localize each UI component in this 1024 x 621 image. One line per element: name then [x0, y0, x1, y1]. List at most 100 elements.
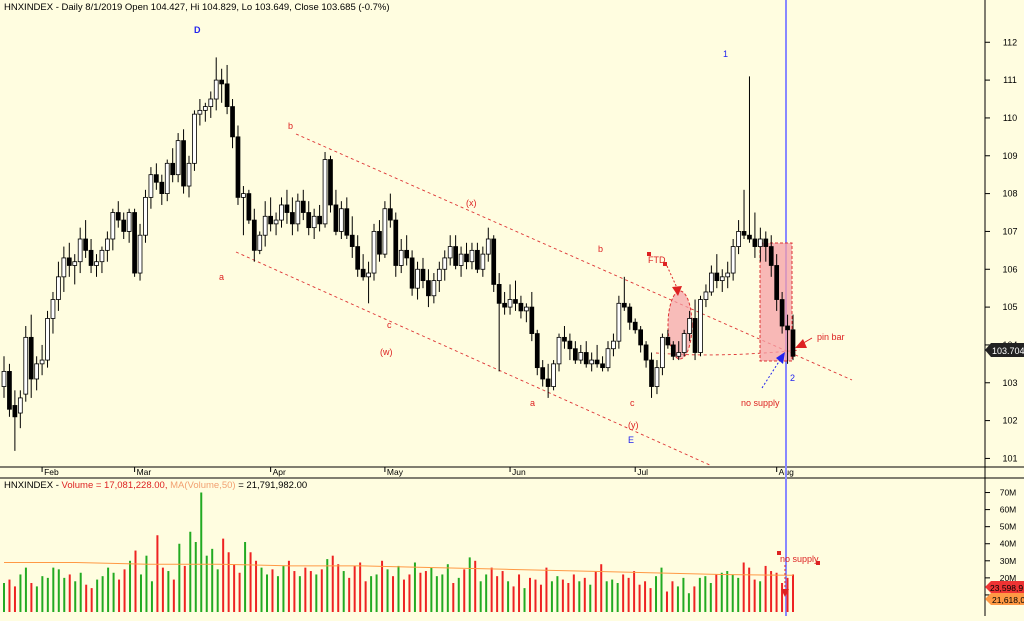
candle	[496, 273, 502, 372]
candle-body-up	[719, 276, 725, 282]
candle-body-up	[431, 280, 437, 297]
candle-body-down	[496, 283, 502, 304]
candle-body-up	[681, 333, 687, 353]
candle	[572, 341, 578, 364]
candle-body-down	[643, 344, 649, 361]
price-tick-label: 103	[1002, 378, 1017, 388]
candle	[110, 208, 116, 251]
candle	[317, 204, 322, 232]
candle	[322, 151, 328, 228]
candle	[83, 220, 88, 258]
candle	[719, 269, 725, 292]
candle-body-down	[83, 238, 88, 251]
candle	[768, 235, 774, 277]
pin-bar-arrow-head	[795, 339, 807, 348]
volume-tick-label: 60M	[1000, 505, 1017, 515]
candle	[208, 91, 214, 118]
candle	[262, 201, 268, 247]
candle	[654, 360, 660, 395]
price-tick-label: 108	[1002, 189, 1017, 199]
candle	[257, 231, 263, 255]
candle-body-down	[502, 302, 507, 308]
candle-body-up	[676, 352, 682, 357]
wave-annotations: D a b (x) c (w) b a c (y) E FTD 1 2 pin …	[194, 25, 845, 445]
candle-body-up	[436, 268, 442, 282]
wave-label-b1: b	[288, 121, 293, 131]
last-price-badge: 103.704	[985, 343, 1024, 357]
candle-body-up	[197, 109, 203, 115]
candle-body-down	[28, 336, 34, 380]
candle	[295, 193, 301, 232]
candle-body-down	[328, 159, 333, 206]
candle-body-down	[306, 212, 312, 229]
candle	[687, 310, 692, 342]
candle-body-up	[698, 299, 703, 353]
candle	[241, 186, 246, 236]
candle	[703, 284, 709, 308]
price-panel-title: HNXINDEX - Daily 8/1/2019 Open 104.427, …	[4, 2, 390, 13]
candle	[153, 163, 159, 190]
candle-body-up	[262, 215, 268, 236]
candle	[251, 208, 257, 262]
volume-title-value: Volume = 17,081,228.00,	[62, 480, 168, 491]
volume-title-prefix: HNXINDEX -	[4, 480, 62, 491]
candle-body-up	[94, 261, 99, 266]
candle-body-down	[774, 265, 780, 300]
candle-body-up	[382, 208, 388, 255]
candle-body-up	[447, 246, 453, 259]
candle-body-down	[562, 336, 567, 342]
candle-body-down	[545, 378, 551, 387]
candle-body-up	[725, 272, 731, 278]
candle-body-up	[257, 234, 263, 251]
candle	[562, 326, 567, 349]
candle-body-down	[360, 268, 366, 278]
candle-body-up	[458, 253, 464, 266]
candle-body-down	[475, 249, 480, 270]
candle-body-down	[284, 204, 290, 213]
candle	[730, 239, 736, 281]
candle-body-up	[56, 276, 61, 300]
candle	[779, 291, 785, 334]
candle-body-up	[442, 257, 448, 270]
candle	[273, 212, 279, 236]
candle	[88, 239, 94, 274]
candle	[790, 314, 796, 361]
candle-body-down	[649, 359, 654, 387]
channel-upper-line	[295, 133, 853, 381]
candle-body-down	[230, 106, 235, 138]
candle-body-down	[426, 280, 431, 297]
candle	[540, 360, 546, 387]
time-tick-label: Apr	[273, 467, 286, 477]
candle	[404, 235, 410, 266]
candle-body-up	[34, 363, 40, 380]
candle	[45, 310, 50, 368]
candle	[50, 291, 56, 334]
candle	[426, 269, 431, 308]
volume-no-supply-marker-2	[816, 561, 820, 565]
volume-ma-line	[4, 562, 794, 576]
candle-body-down	[66, 257, 72, 266]
candle-body-down	[7, 371, 12, 410]
candle	[344, 197, 350, 239]
candle-body-up	[589, 359, 595, 365]
price-tick-label: 101	[1002, 453, 1017, 463]
candle-body-down	[333, 204, 339, 232]
candle-body-up	[660, 336, 665, 369]
candle-body-down	[594, 359, 600, 365]
candle-body-down	[670, 344, 676, 357]
candle	[502, 291, 507, 315]
candle	[398, 239, 404, 274]
candle-body-up	[709, 272, 714, 293]
candle	[741, 189, 747, 239]
candle	[105, 231, 110, 262]
volume-value-label: 23,598,9	[990, 583, 1023, 593]
volume-series	[3, 492, 794, 612]
pin-bar-label: pin bar	[817, 332, 845, 342]
candle-body-down	[377, 231, 382, 255]
candle	[611, 333, 616, 357]
time-tick-label: Jun	[512, 467, 526, 477]
volume-tick-label: 70M	[1000, 488, 1017, 498]
candle	[170, 148, 176, 183]
candle-body-up	[213, 79, 219, 100]
candle	[311, 208, 317, 239]
